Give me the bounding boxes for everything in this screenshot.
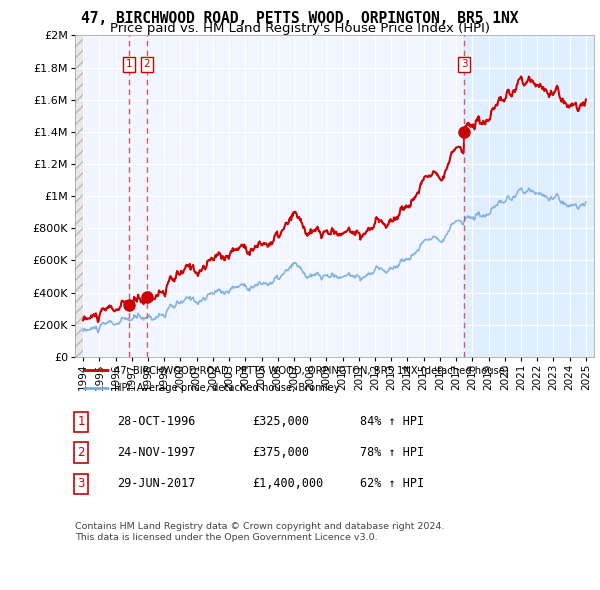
Text: 62% ↑ HPI: 62% ↑ HPI — [360, 477, 424, 490]
Text: £375,000: £375,000 — [252, 446, 309, 459]
Text: 2: 2 — [77, 446, 85, 459]
Text: Price paid vs. HM Land Registry's House Price Index (HPI): Price paid vs. HM Land Registry's House … — [110, 22, 490, 35]
Text: 24-NOV-1997: 24-NOV-1997 — [117, 446, 196, 459]
Text: 47, BIRCHWOOD ROAD, PETTS WOOD, ORPINGTON, BR5 1NX: 47, BIRCHWOOD ROAD, PETTS WOOD, ORPINGTO… — [81, 11, 519, 25]
Text: 3: 3 — [461, 60, 467, 70]
Text: 84% ↑ HPI: 84% ↑ HPI — [360, 415, 424, 428]
Bar — [75, 35, 83, 357]
Text: Contains HM Land Registry data © Crown copyright and database right 2024.
This d: Contains HM Land Registry data © Crown c… — [75, 522, 445, 542]
Bar — [464, 35, 594, 357]
Bar — [75, 35, 83, 357]
Text: 29-JUN-2017: 29-JUN-2017 — [117, 477, 196, 490]
Text: 28-OCT-1996: 28-OCT-1996 — [117, 415, 196, 428]
Text: 3: 3 — [77, 477, 85, 490]
Text: £325,000: £325,000 — [252, 415, 309, 428]
Text: 78% ↑ HPI: 78% ↑ HPI — [360, 446, 424, 459]
Text: 1: 1 — [77, 415, 85, 428]
Text: 1: 1 — [125, 60, 133, 70]
Text: HPI: Average price, detached house, Bromley: HPI: Average price, detached house, Brom… — [114, 383, 340, 393]
Text: £1,400,000: £1,400,000 — [252, 477, 323, 490]
Text: 47, BIRCHWOOD ROAD, PETTS WOOD, ORPINGTON, BR5 1NX (detached house): 47, BIRCHWOOD ROAD, PETTS WOOD, ORPINGTO… — [114, 365, 509, 375]
Text: 2: 2 — [143, 60, 150, 70]
